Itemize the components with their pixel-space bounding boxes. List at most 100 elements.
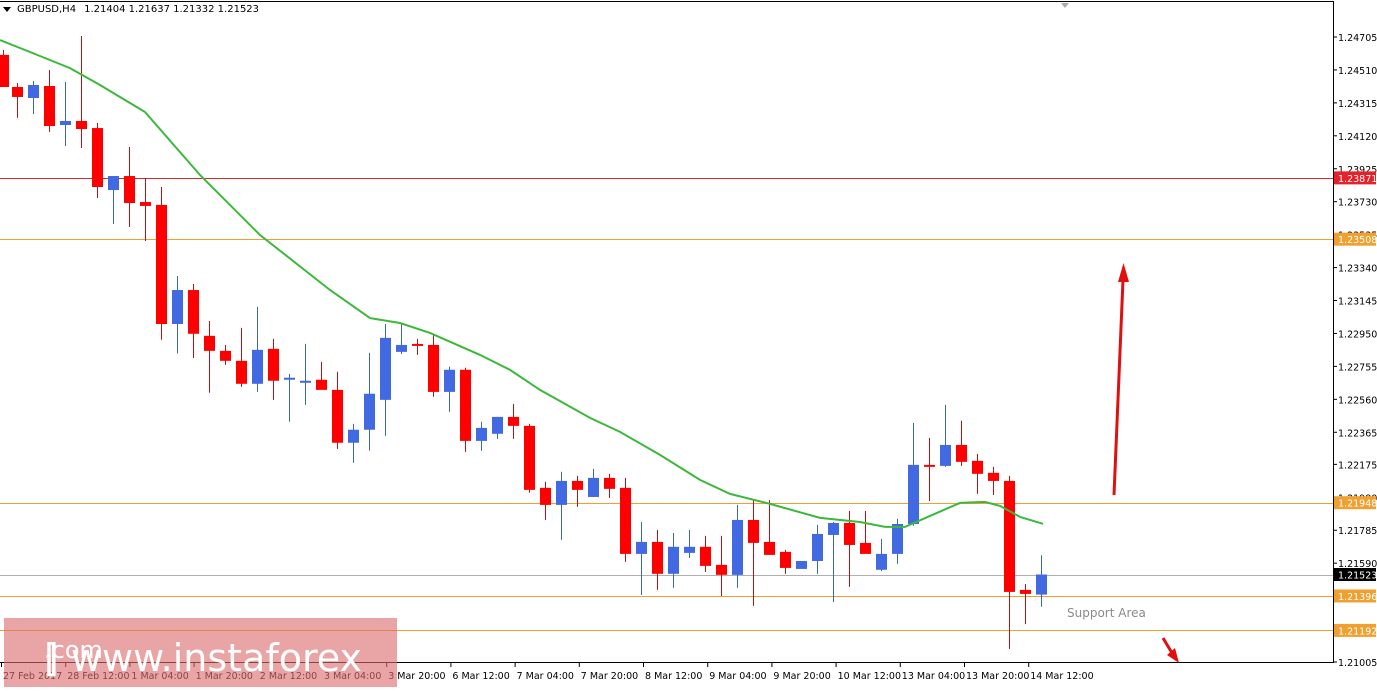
candle[interactable] xyxy=(140,178,151,242)
candle[interactable] xyxy=(716,535,727,596)
support-area-label: Support Area xyxy=(1067,606,1146,620)
price-tick-label: 1.23730 xyxy=(1338,198,1377,209)
time-tick-label: 9 Mar 04:00 xyxy=(709,671,766,682)
candle[interactable] xyxy=(556,471,567,540)
candle[interactable] xyxy=(156,187,167,340)
candle[interactable] xyxy=(44,69,55,132)
time-tick-label: 10 Mar 12:00 xyxy=(838,671,901,682)
candle[interactable] xyxy=(172,276,183,354)
candle[interactable] xyxy=(572,475,583,507)
candle[interactable] xyxy=(876,538,887,571)
candle[interactable] xyxy=(684,529,695,558)
candle[interactable] xyxy=(204,320,215,393)
price-tick-label: 1.21005 xyxy=(1338,658,1377,669)
price-level-badge-text: 1.21948 xyxy=(1338,499,1377,510)
price-level-badge-text: 1.21523 xyxy=(1338,571,1377,582)
candle[interactable] xyxy=(60,81,71,146)
candle[interactable] xyxy=(108,176,119,224)
price-tick-label: 1.23925 xyxy=(1338,165,1377,176)
candle[interactable] xyxy=(316,361,327,390)
instaforex-watermark: [ www.instaforex .com ] xyxy=(4,618,397,687)
candle[interactable] xyxy=(492,416,503,439)
candle[interactable] xyxy=(332,371,343,449)
candle[interactable] xyxy=(940,404,951,467)
candle[interactable] xyxy=(92,122,103,198)
candle[interactable] xyxy=(588,468,599,497)
candle[interactable] xyxy=(620,477,631,562)
candle[interactable] xyxy=(476,421,487,451)
candle[interactable] xyxy=(1004,475,1015,649)
price-tick-label: 1.21590 xyxy=(1338,559,1377,570)
candle[interactable] xyxy=(300,343,311,405)
candle[interactable] xyxy=(28,80,39,115)
candle[interactable] xyxy=(444,366,455,412)
moving-average-line xyxy=(0,39,1044,528)
candle[interactable] xyxy=(188,283,199,358)
candle[interactable] xyxy=(268,338,279,400)
candle[interactable] xyxy=(780,549,791,574)
candle[interactable] xyxy=(668,532,679,588)
candle[interactable] xyxy=(652,529,663,590)
candle[interactable] xyxy=(924,437,935,502)
candle[interactable] xyxy=(0,49,9,88)
time-tick-label: 3 Mar 20:00 xyxy=(388,671,445,682)
price-level-badge xyxy=(1334,496,1376,510)
candle[interactable] xyxy=(220,344,231,365)
candle[interactable] xyxy=(348,423,359,463)
candle[interactable] xyxy=(988,466,999,495)
candle[interactable] xyxy=(540,481,551,520)
price-level-badge xyxy=(1334,171,1376,185)
candle[interactable] xyxy=(956,420,967,466)
watermark-main: [ www.instaforex xyxy=(44,636,362,680)
bearish-arrow-shaft xyxy=(1161,637,1174,654)
candle[interactable] xyxy=(412,338,423,355)
time-tick-label: 8 Mar 12:00 xyxy=(645,671,702,682)
candle[interactable] xyxy=(12,82,23,118)
candle[interactable] xyxy=(396,323,407,354)
time-tick-label: 9 Mar 20:00 xyxy=(773,671,830,682)
chart-shift-marker-icon[interactable] xyxy=(1061,3,1069,8)
time-tick-label: 13 Mar 04:00 xyxy=(902,671,965,682)
candle[interactable] xyxy=(604,473,615,498)
candle[interactable] xyxy=(828,521,839,602)
bullish-arrow-icon xyxy=(1118,263,1129,282)
candle[interactable] xyxy=(844,510,855,587)
price-level-badge xyxy=(1334,623,1376,637)
candle[interactable] xyxy=(124,146,135,228)
candle[interactable] xyxy=(700,535,711,572)
candle[interactable] xyxy=(284,373,295,422)
candle[interactable] xyxy=(764,500,775,555)
price-level-badge xyxy=(1334,232,1376,246)
candle[interactable] xyxy=(380,323,391,436)
candle[interactable] xyxy=(748,500,759,606)
candle[interactable] xyxy=(508,403,519,439)
candle[interactable] xyxy=(364,352,375,451)
candle[interactable] xyxy=(236,327,247,387)
candle[interactable] xyxy=(428,334,439,397)
price-level-badge-text: 1.23508 xyxy=(1338,235,1377,246)
time-tick-label: 7 Mar 20:00 xyxy=(581,671,638,682)
bearish-arrow-icon xyxy=(1167,648,1179,663)
candle[interactable] xyxy=(1036,555,1047,607)
candle[interactable] xyxy=(972,453,983,494)
candle[interactable] xyxy=(908,422,919,526)
ohlc-values: 1.21404 1.21637 1.21332 1.21523 xyxy=(84,4,260,15)
candle[interactable] xyxy=(796,560,807,569)
watermark-end: ] xyxy=(44,636,59,680)
candle[interactable] xyxy=(76,35,87,148)
candle[interactable] xyxy=(524,423,535,493)
price-tick-label: 1.22950 xyxy=(1338,329,1377,340)
candle[interactable] xyxy=(812,524,823,574)
candle[interactable] xyxy=(732,504,743,588)
candle[interactable] xyxy=(252,306,263,392)
time-tick-label: 14 Mar 12:00 xyxy=(1030,671,1093,682)
dropdown-triangle-icon[interactable] xyxy=(3,7,11,12)
candle[interactable] xyxy=(860,510,871,554)
candle[interactable] xyxy=(636,521,647,595)
price-tick-label: 1.24315 xyxy=(1338,99,1377,110)
candle[interactable] xyxy=(460,367,471,452)
candle[interactable] xyxy=(1020,583,1031,625)
